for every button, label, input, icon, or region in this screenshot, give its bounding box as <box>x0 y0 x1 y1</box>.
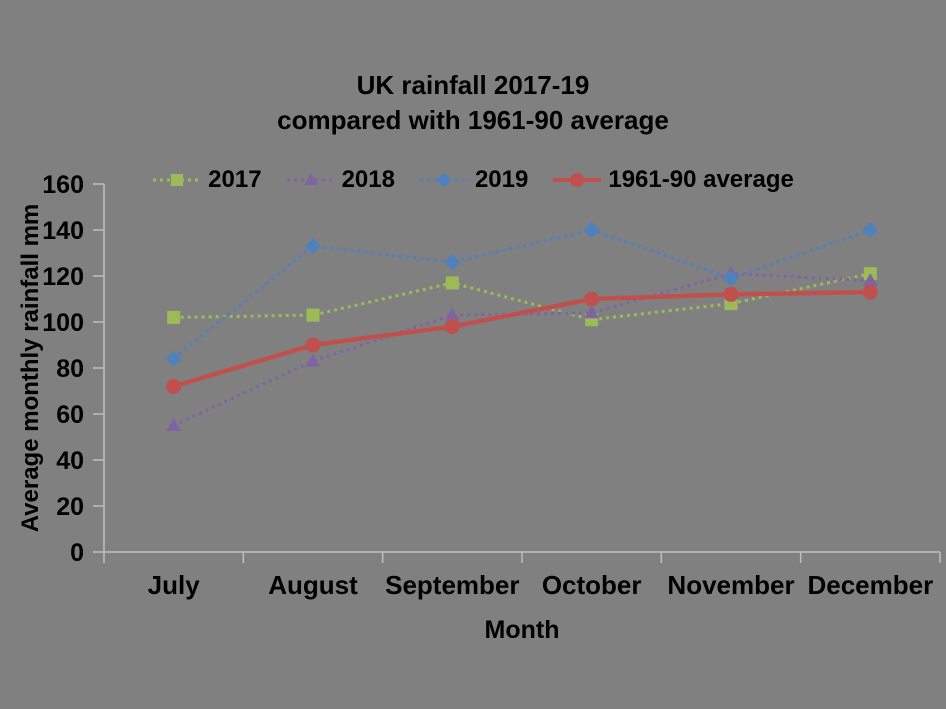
data-point-2018-august <box>305 353 321 367</box>
chart-title-line2: compared with 1961-90 average <box>277 105 669 135</box>
x-tick-label-august: August <box>268 570 358 600</box>
series-line-1961-90-average <box>173 289 871 389</box>
x-axis-title: Month <box>484 616 560 644</box>
data-point-1961-90-average-november <box>723 286 739 302</box>
square-icon <box>153 174 202 186</box>
x-tick-label-november: November <box>667 570 794 600</box>
y-tick-label: 40 <box>56 447 84 475</box>
data-point-2019-november <box>723 270 739 287</box>
data-point-2017-august <box>306 308 320 322</box>
chart-title: UK rainfall 2017-19 compared with 1961-9… <box>0 68 946 138</box>
x-tick-label-october: October <box>542 570 642 600</box>
data-point-1961-90-average-july <box>166 378 182 394</box>
data-point-2019-august <box>305 238 321 255</box>
y-tick-label: 120 <box>42 263 84 291</box>
series-line-2017 <box>173 272 871 322</box>
circle-icon <box>553 173 602 187</box>
data-point-2017-july <box>167 310 181 324</box>
data-point-1961-90-average-september <box>444 319 460 335</box>
legend: 2017 2018 2019 1961-90 average <box>0 166 946 194</box>
data-point-2018-october <box>584 305 600 319</box>
y-tick-label: 20 <box>56 493 84 521</box>
legend-marker <box>570 173 585 187</box>
data-point-2019-december <box>862 222 879 238</box>
y-tick-label: 100 <box>42 309 84 337</box>
y-tick-label: 160 <box>42 171 84 199</box>
legend-label: 2017 <box>208 166 262 193</box>
data-point-1961-90-average-october <box>584 291 600 307</box>
tick-labels: 0 20 40 60 80 100 120 140 160 July August September… <box>42 171 933 600</box>
legend-item-1961-90-average: 1961-90 average <box>552 166 794 194</box>
series-line-2019 <box>172 228 871 360</box>
legend-marker <box>436 172 452 188</box>
data-point-2019-july <box>165 350 182 367</box>
y-tick-label: 140 <box>42 217 84 245</box>
series-line-2018 <box>173 272 871 427</box>
y-tick-label: 60 <box>56 401 84 429</box>
legend-marker <box>171 174 184 186</box>
y-tick-label: 0 <box>70 539 84 567</box>
legend-label: 1961-90 average <box>608 166 794 193</box>
legend-item-2019: 2019 <box>419 166 528 194</box>
x-tick-label-september: September <box>385 570 519 600</box>
x-tick-label-july: July <box>148 570 201 600</box>
legend-marker <box>303 173 318 185</box>
legend-label: 2019 <box>474 166 529 193</box>
data-point-2018-july <box>166 418 182 431</box>
diamond-icon <box>419 172 468 188</box>
data-point-2017-september <box>445 276 459 290</box>
triangle-icon <box>286 173 335 185</box>
legend-label: 2018 <box>341 166 395 193</box>
chart-title-line1: UK rainfall 2017-19 <box>356 70 590 100</box>
data-point-2018-december <box>862 273 878 287</box>
data-point-1961-90-average-december <box>862 284 878 300</box>
data-point-2018-september <box>444 307 460 321</box>
legend-item-2018: 2018 <box>286 166 395 194</box>
legend-item-2017: 2017 <box>152 166 262 194</box>
x-tick-label-december: December <box>807 570 933 600</box>
data-point-2019-october <box>583 222 600 238</box>
data-point-1961-90-average-august <box>305 337 321 353</box>
y-tick-label: 80 <box>56 355 84 383</box>
axes <box>93 183 941 563</box>
data-point-2019-september <box>444 254 461 271</box>
